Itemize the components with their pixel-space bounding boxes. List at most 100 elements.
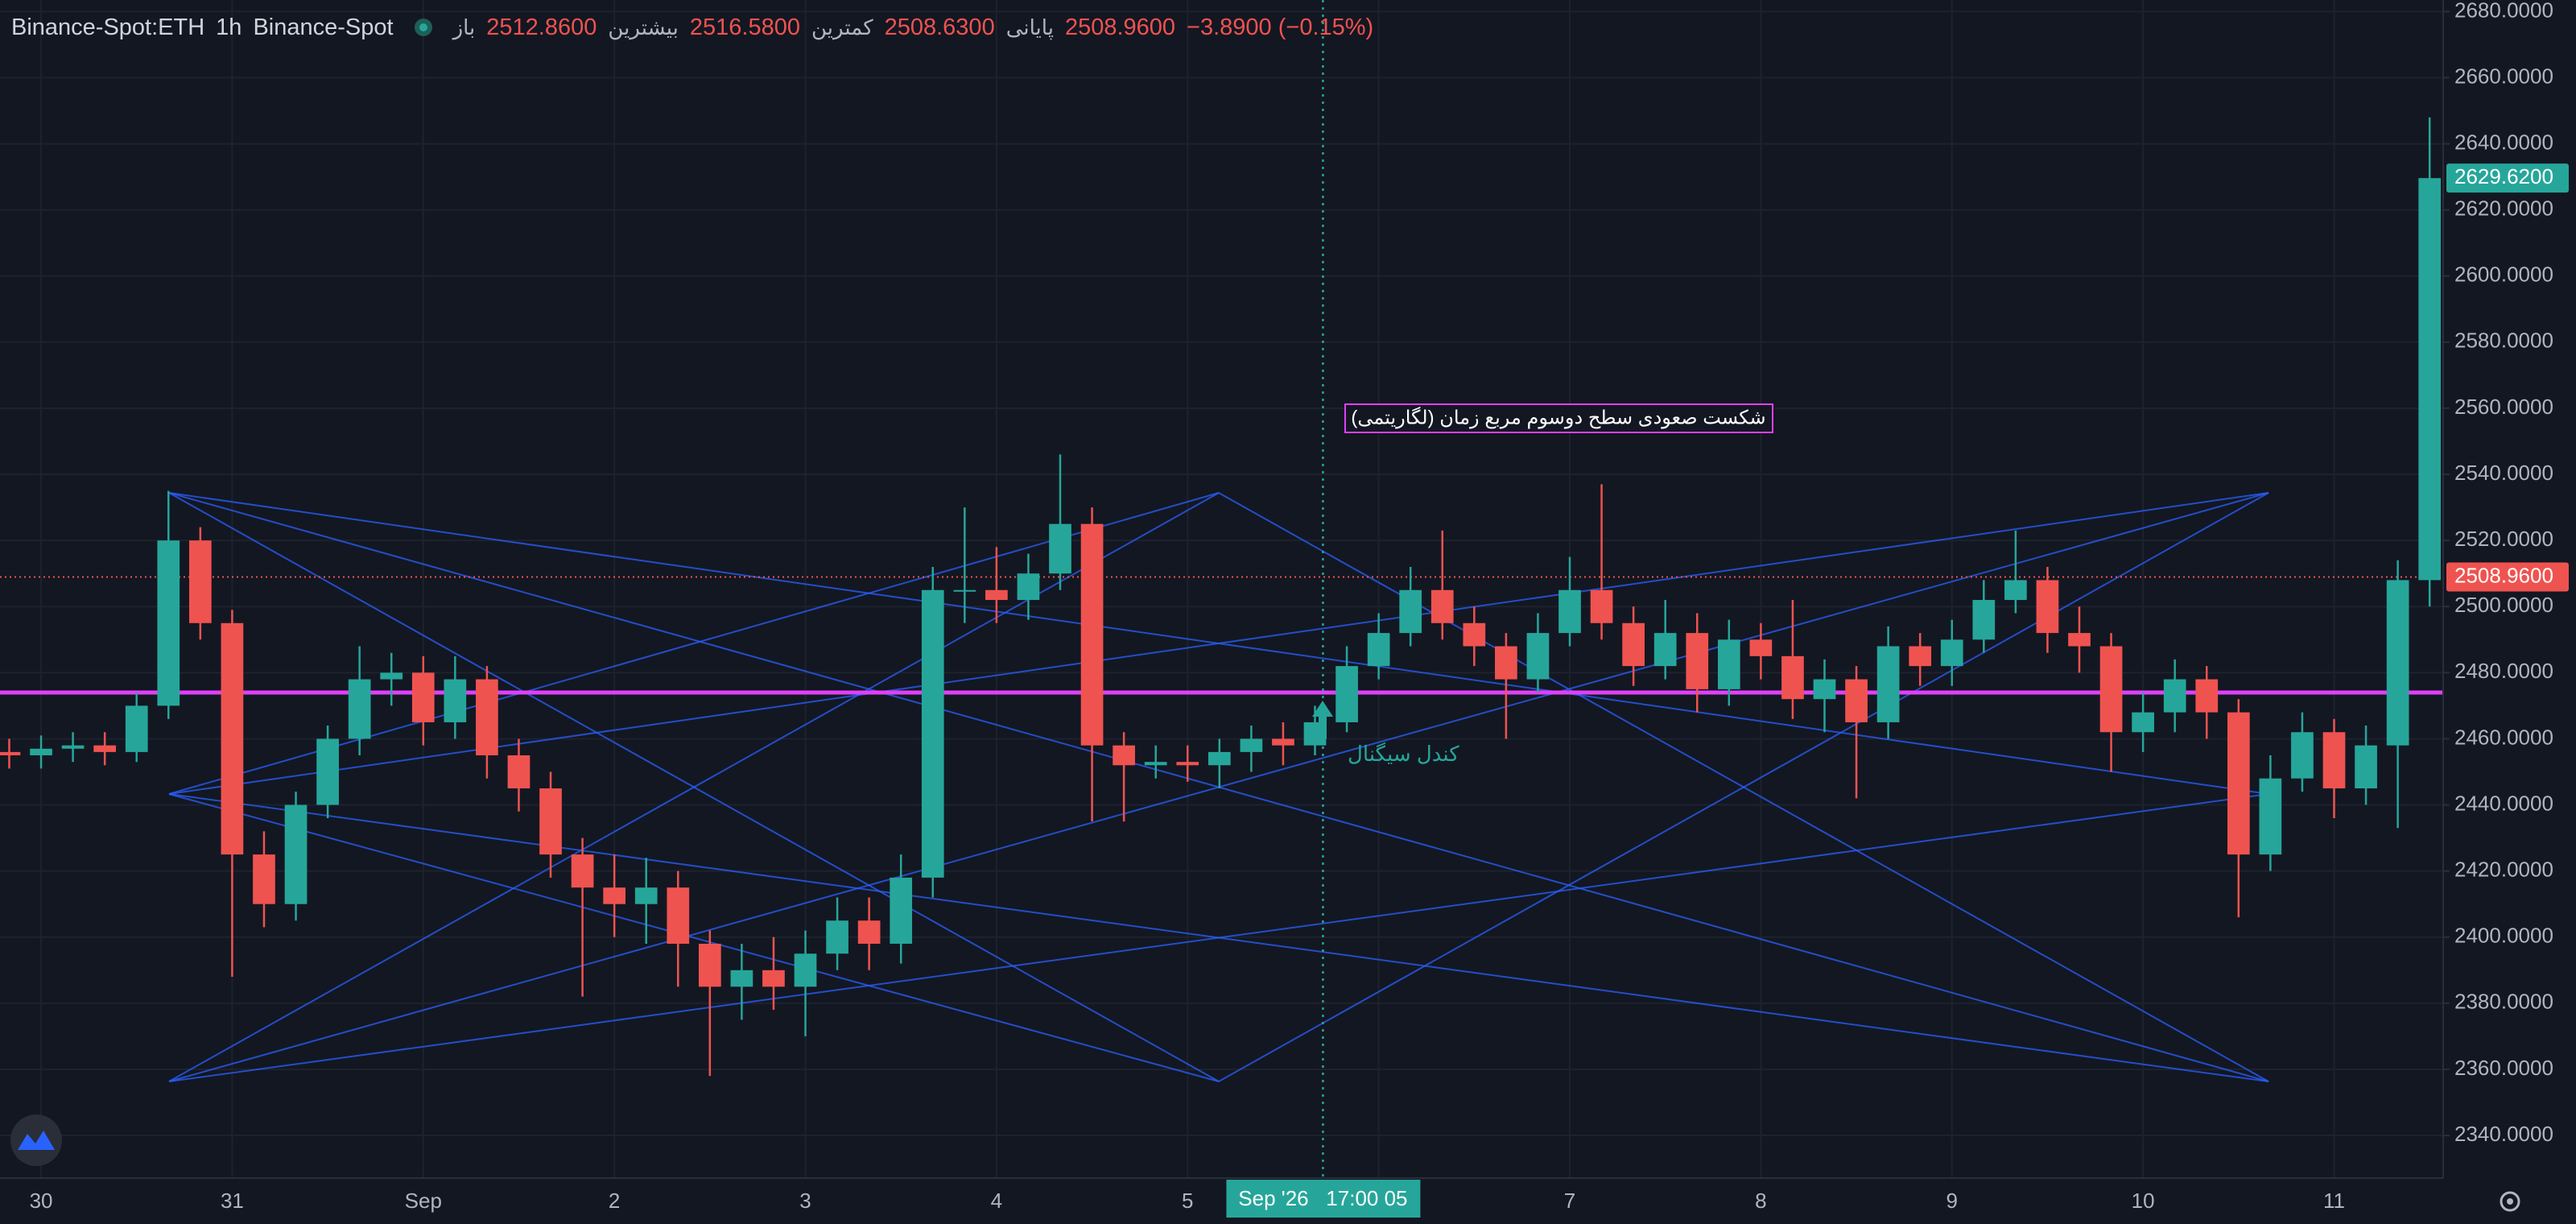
candle-body	[2163, 679, 2186, 713]
candle-body	[1876, 646, 1900, 722]
symbol[interactable]: Binance-Spot:ETH	[11, 14, 205, 40]
candle-body	[985, 589, 1008, 601]
close-value: 2508.9600	[1064, 14, 1176, 40]
y-tick-label: 2560.0000	[2454, 395, 2553, 419]
candle-body	[1495, 646, 1517, 680]
candle-body	[1272, 738, 1294, 746]
logo-shape[interactable]	[18, 1131, 55, 1150]
marks	[0, 0, 2443, 1178]
last-price-label: 2629.6200	[2454, 164, 2553, 188]
drawing-line	[168, 793, 2269, 1082]
gear-center[interactable]	[2507, 1198, 2513, 1205]
candle-body	[2132, 712, 2154, 733]
y-tick-label: 2620.0000	[2454, 196, 2553, 221]
y-tick-label: 2400.0000	[2454, 924, 2553, 948]
x-tick-label: 10	[2132, 1189, 2155, 1213]
candle-body	[1622, 622, 1645, 667]
candle-body	[284, 804, 308, 904]
candle-body	[188, 540, 212, 623]
candle-body	[61, 745, 85, 749]
status-dot	[414, 19, 432, 36]
drawing-line	[168, 492, 1220, 795]
settings-icon[interactable]	[2500, 1191, 2520, 1212]
logo-circle[interactable]	[10, 1114, 62, 1166]
candle-body	[698, 943, 721, 987]
candle-body	[1399, 589, 1422, 634]
drawing-line	[1218, 492, 2269, 1082]
exchange: Binance-Spot	[253, 14, 394, 40]
candle-body	[794, 953, 817, 987]
price-line-box	[2446, 562, 2569, 592]
candle-body	[2004, 580, 2027, 601]
candle-body	[1335, 666, 1358, 722]
candle-body	[221, 622, 244, 855]
candle-body	[857, 920, 881, 944]
x-tick-label: 9	[1946, 1189, 1958, 1213]
candle-body	[1463, 622, 1486, 647]
candle-body	[953, 589, 976, 592]
axes: 2340.0000 2360.0000 2380.0000 2400.0000 2420…	[30, 0, 2569, 1218]
signal-arrow	[1312, 701, 1333, 739]
candle-body	[1590, 589, 1613, 623]
candle-body	[380, 672, 403, 680]
interval[interactable]: 1h	[216, 14, 242, 40]
high-value: 2516.5800	[689, 14, 800, 40]
x-tick-label: Sep	[405, 1189, 442, 1213]
low-value: 2508.6300	[884, 14, 995, 40]
annotation-text: شکست صعودی سطح دوسوم مربع زمان (لگاریتمی…	[1351, 406, 1765, 428]
open-value: 2512.8600	[486, 14, 597, 40]
candle-body	[411, 672, 435, 722]
open-label: باز	[452, 14, 476, 39]
header: Binance-Spot:ETH 1h Binance-Spot باز 251…	[11, 11, 1373, 43]
y-tick-label: 2500.0000	[2454, 593, 2553, 617]
x-tick-label: 11	[2323, 1189, 2345, 1213]
annotation-box	[1344, 403, 1773, 433]
time-axis	[0, 1178, 2443, 1224]
candle-body	[539, 788, 562, 855]
x-tick-label: 2	[609, 1189, 620, 1213]
last-price-box	[2446, 163, 2569, 193]
candle-body	[634, 887, 658, 904]
low-label: کمترین	[811, 14, 873, 39]
candle-body	[30, 748, 52, 755]
drawing-line	[168, 492, 2269, 795]
candle-body	[1240, 738, 1263, 752]
crosshair-label-box	[1226, 1180, 1421, 1218]
close-label: پایانی	[1005, 14, 1054, 39]
candle-body	[1367, 633, 1390, 667]
candle-body	[1208, 751, 1231, 766]
y-tick-label: 2600.0000	[2454, 263, 2553, 287]
candle-body	[253, 854, 275, 904]
candle-body	[571, 854, 594, 888]
gear[interactable]	[2500, 1191, 2520, 1212]
candle-body	[1558, 589, 1581, 634]
candle-body	[444, 679, 467, 722]
candle-body	[1430, 589, 1454, 623]
candle-body	[1686, 633, 1709, 689]
price-axis	[2443, 0, 2576, 1224]
candle-body	[1144, 762, 1167, 766]
y-tick-label: 2660.0000	[2454, 64, 2553, 88]
candle-body	[921, 589, 944, 878]
candle-body	[730, 970, 753, 987]
candle-body	[1972, 600, 1996, 640]
candle-body	[1717, 639, 1740, 689]
candle-body	[1749, 639, 1773, 656]
x-tick-label: 4	[991, 1189, 1002, 1213]
candle-body	[1845, 679, 1868, 722]
candle-body	[2386, 580, 2409, 746]
candle-body	[1113, 745, 1135, 766]
y-tick-label: 2460.0000	[2454, 725, 2553, 749]
y-tick-label: 2640.0000	[2454, 130, 2553, 154]
candle-body	[316, 738, 339, 805]
y-tick-label: 2380.0000	[2454, 990, 2553, 1014]
candle-body	[826, 920, 848, 954]
candle-body	[507, 755, 530, 789]
logo[interactable]	[10, 1114, 62, 1166]
overlay: کندل سیگنال شکست صعودی سطح دوسوم مربع زم…	[1312, 403, 1773, 766]
candle-body	[2227, 712, 2250, 855]
high-label: بیشترین	[608, 14, 679, 39]
